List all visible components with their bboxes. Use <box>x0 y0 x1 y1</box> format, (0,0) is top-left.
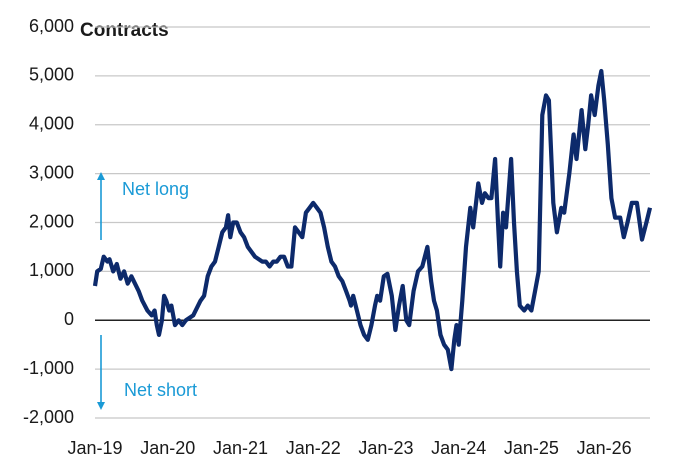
annotation: Net long <box>122 179 189 199</box>
annotation: Net short <box>124 380 197 400</box>
x-tick-label: Jan-19 <box>67 438 122 458</box>
x-tick-label: Jan-24 <box>431 438 486 458</box>
x-tick-label: Jan-22 <box>286 438 341 458</box>
y-tick-label: 2,000 <box>29 211 74 231</box>
y-tick-label: 1,000 <box>29 260 74 280</box>
y-tick-label: 3,000 <box>29 162 74 182</box>
x-tick-label: Jan-23 <box>358 438 413 458</box>
data-line <box>92 68 653 372</box>
chart-title: Contracts <box>80 20 169 41</box>
y-tick-label: -1,000 <box>23 358 74 378</box>
x-tick-label: Jan-26 <box>577 438 632 458</box>
y-tick-label: -2,000 <box>23 407 74 427</box>
x-tick-label: Jan-25 <box>504 438 559 458</box>
x-tick-label: Jan-20 <box>140 438 195 458</box>
y-tick-label: 5,000 <box>29 65 74 85</box>
y-tick-label: 4,000 <box>29 114 74 134</box>
x-tick-label: Jan-21 <box>213 438 268 458</box>
y-tick-label: 6,000 <box>29 16 74 36</box>
y-tick-label: 0 <box>64 309 74 329</box>
